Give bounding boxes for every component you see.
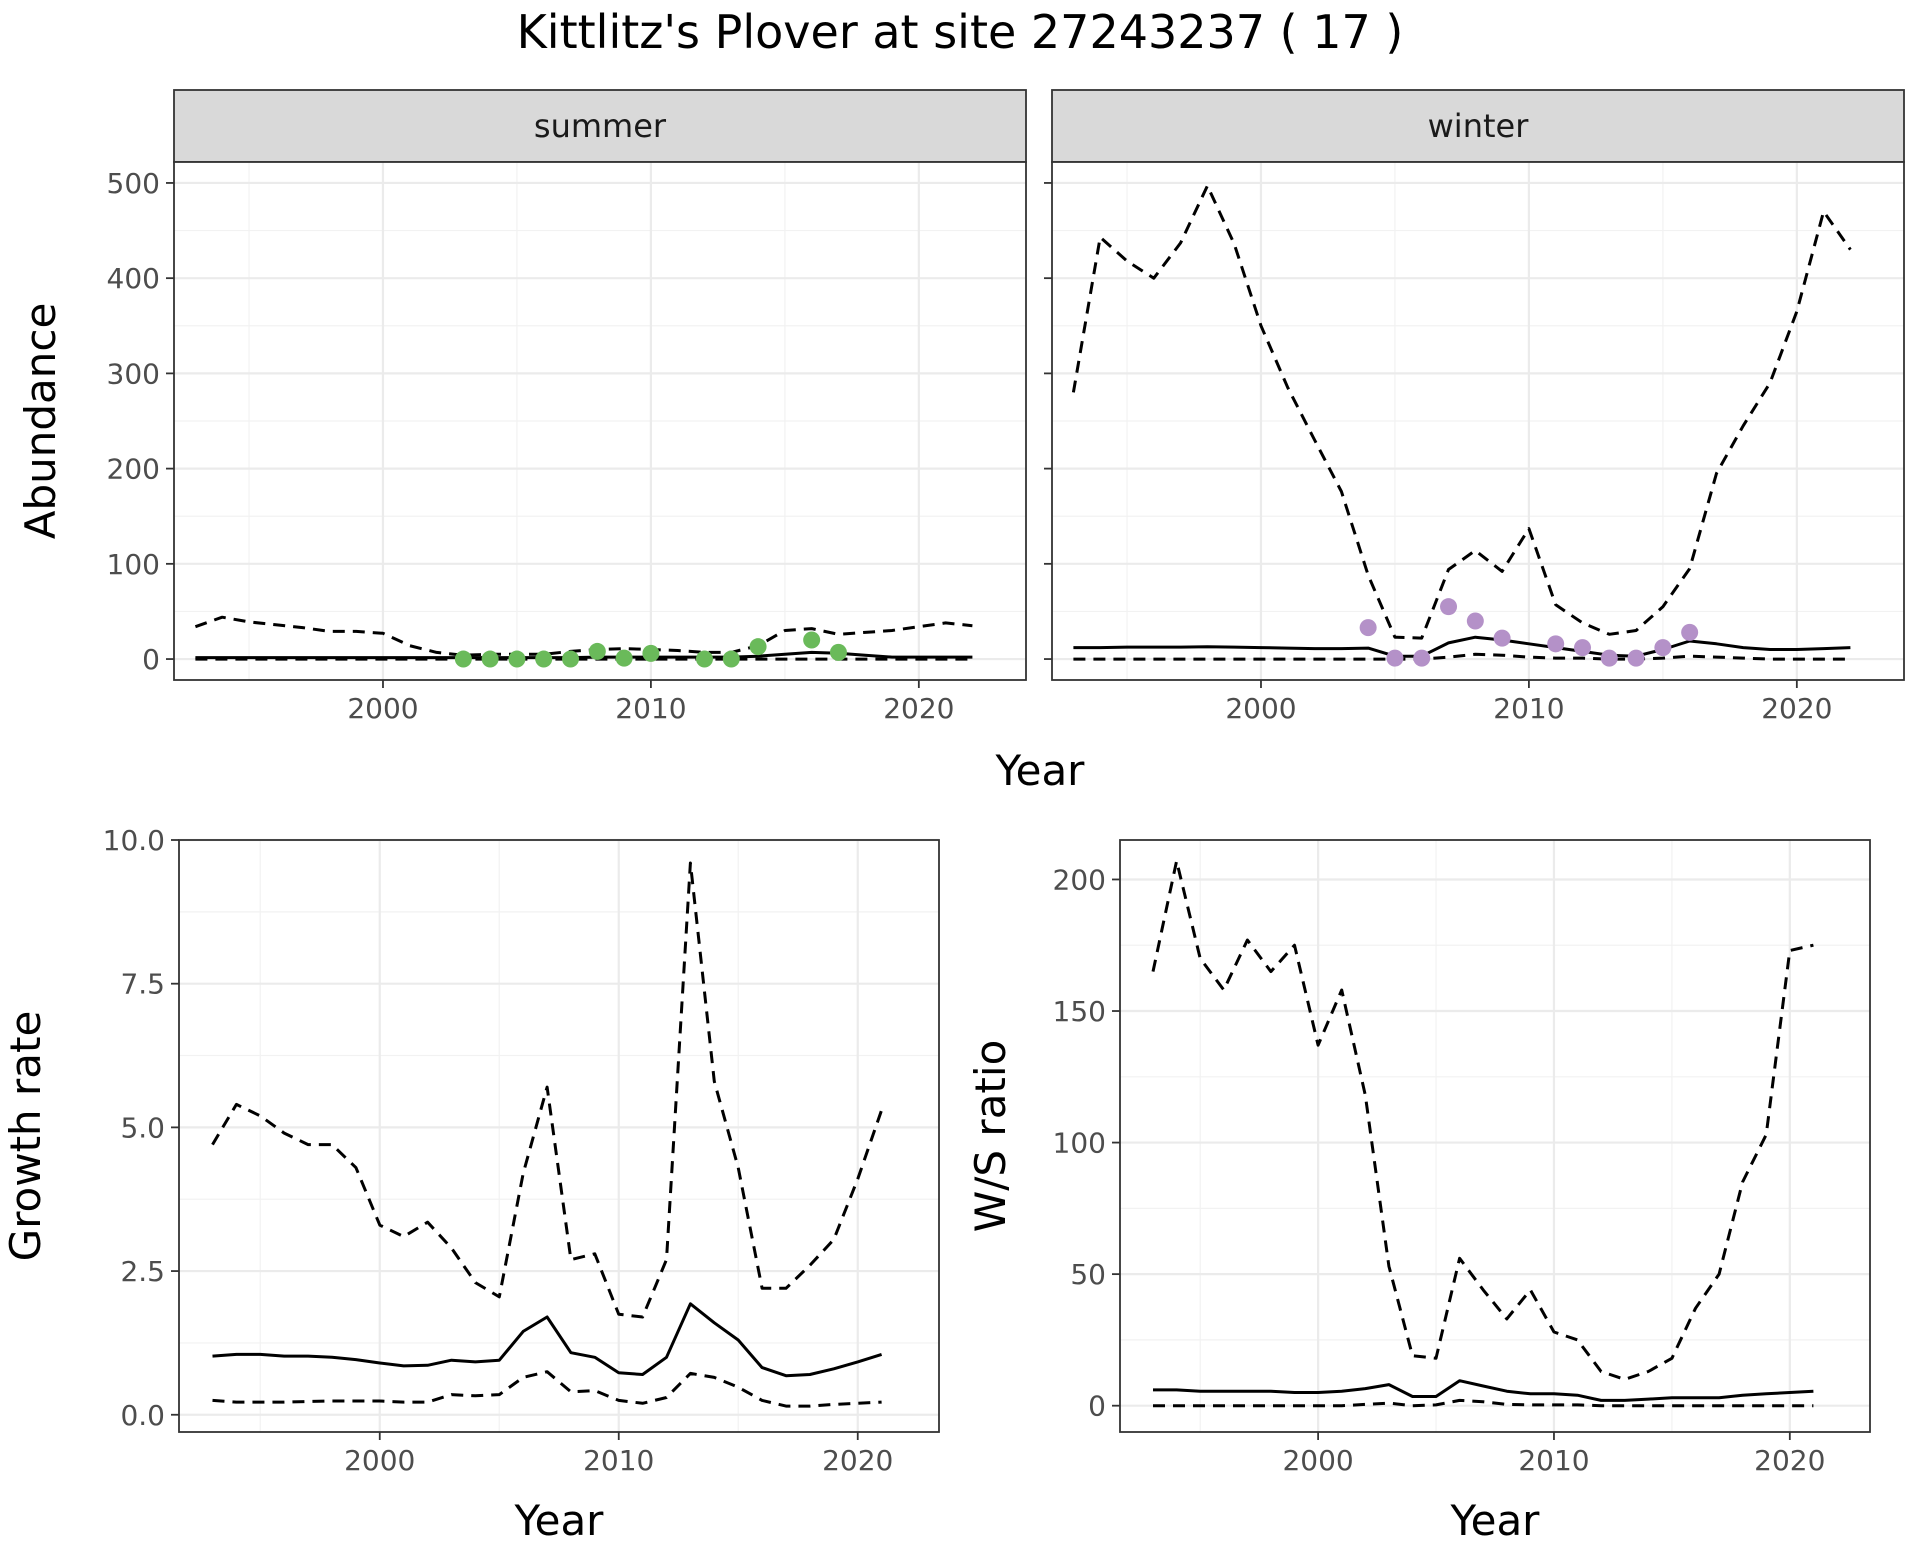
winter-data-point — [1547, 635, 1565, 653]
winter-data-point — [1386, 649, 1404, 667]
summer-data-point — [535, 650, 553, 668]
growth-series-2-line — [212, 1370, 882, 1408]
growth-x-axis-title: Year — [514, 1496, 605, 1545]
winter-data-point — [1413, 649, 1431, 667]
winter-series-1-line — [1071, 184, 1852, 640]
summer-strip-label: summer — [534, 107, 667, 145]
winter-data-point — [1573, 639, 1591, 657]
growth-y-tick-label: 7.5 — [120, 968, 165, 1001]
growth-panel-border — [178, 839, 940, 1433]
ratio-y-tick-label: 100 — [1053, 1127, 1106, 1160]
summer-data-point — [481, 650, 499, 668]
winter-data-point — [1681, 623, 1699, 641]
growth-series-1-line — [211, 861, 884, 1319]
summer-data-point — [803, 631, 821, 649]
summer-data-point — [562, 650, 580, 668]
growth-series-0-line — [212, 1302, 883, 1378]
summer-x-tick-label: 2000 — [347, 692, 418, 725]
ratio-y-tick-label: 200 — [1053, 863, 1106, 896]
ws-ratio-panel: 2000 2010 2020 0 50 100 150 200 W/S ratio Year — [966, 839, 1871, 1545]
growth-x-tick-label: 2010 — [583, 1444, 654, 1477]
ratio-series-1-line — [1151, 859, 1814, 1381]
summer-data-point — [695, 650, 713, 668]
winter-panel-border — [1051, 161, 1905, 681]
winter-abundance-panel: winter 2000 2010 2020 — [1044, 89, 1905, 725]
summer-data-point — [642, 644, 660, 662]
winter-data-point — [1627, 649, 1645, 667]
summer-y-tick-label: 400 — [107, 262, 160, 295]
ratio-y-tick-label: 50 — [1070, 1258, 1106, 1291]
growth-y-axis-title: Growth rate — [1, 1011, 50, 1262]
summer-panel-border — [173, 161, 1027, 681]
summer-data-point — [722, 650, 740, 668]
winter-strip-label: winter — [1428, 107, 1530, 145]
winter-data-point — [1466, 612, 1484, 630]
summer-y-tick-label: 300 — [107, 357, 160, 390]
summer-x-tick-label: 2020 — [883, 692, 954, 725]
summer-x-tick-label: 2010 — [615, 692, 686, 725]
summer-y-tick-label: 200 — [107, 453, 160, 486]
ratio-x-tick-label: 2020 — [1754, 1444, 1825, 1477]
ratio-x-tick-label: 2000 — [1282, 1444, 1353, 1477]
summer-data-point — [588, 642, 606, 660]
winter-data-point — [1493, 629, 1511, 647]
summer-abundance-panel: summer 2000 2010 2020 0 100 200 300 400 500 — [107, 89, 1027, 725]
ratio-series-0-line — [1153, 1379, 1814, 1402]
ratio-plot-area — [1120, 840, 1870, 1432]
winter-data-point — [1600, 649, 1618, 667]
winter-x-tick-label: 2020 — [1761, 692, 1832, 725]
ratio-series-2-line — [1153, 1398, 1814, 1408]
growth-x-tick-label: 2000 — [344, 1444, 415, 1477]
winter-x-tick-label: 2010 — [1493, 692, 1564, 725]
summer-y-tick-label: 100 — [107, 548, 160, 581]
summer-data-point — [454, 650, 472, 668]
winter-data-point — [1654, 639, 1672, 657]
growth-x-tick-label: 2020 — [822, 1444, 893, 1477]
ratio-x-tick-label: 2010 — [1518, 1444, 1589, 1477]
ratio-y-tick-label: 150 — [1053, 995, 1106, 1028]
winter-data-point — [1359, 619, 1377, 637]
winter-series-0-line — [1073, 635, 1851, 658]
growth-y-tick-label: 10.0 — [103, 824, 165, 857]
summer-y-tick-label: 500 — [107, 167, 160, 200]
growth-y-tick-label: 2.5 — [120, 1255, 165, 1288]
figure-title: Kittlitz's Plover at site 27243237 ( 17 … — [517, 5, 1404, 59]
ratio-x-axis-title: Year — [1450, 1496, 1541, 1545]
summer-strip — [173, 89, 1027, 163]
winter-series-2-line — [1073, 652, 1851, 661]
ratio-panel-border — [1119, 839, 1871, 1433]
winter-data-point — [1440, 598, 1458, 616]
ratio-y-axis-title: W/S ratio — [966, 1040, 1015, 1233]
growth-y-tick-label: 0.0 — [120, 1399, 165, 1432]
summer-data-point — [749, 638, 767, 656]
summer-data-point — [615, 649, 633, 667]
ratio-y-tick-label: 0 — [1088, 1390, 1106, 1423]
abundance-x-axis-title: Year — [995, 746, 1086, 795]
growth-y-tick-label: 5.0 — [120, 1111, 165, 1144]
winter-x-tick-label: 2000 — [1225, 692, 1296, 725]
summer-data-point — [508, 650, 526, 668]
abundance-y-axis-title: Abundance — [16, 303, 65, 540]
summer-data-point — [829, 643, 847, 661]
growth-rate-panel: 2000 2010 2020 0.0 2.5 5.0 7.5 10.0 Growth rate Y… — [1, 824, 940, 1545]
summer-y-tick-label: 0 — [142, 643, 160, 676]
